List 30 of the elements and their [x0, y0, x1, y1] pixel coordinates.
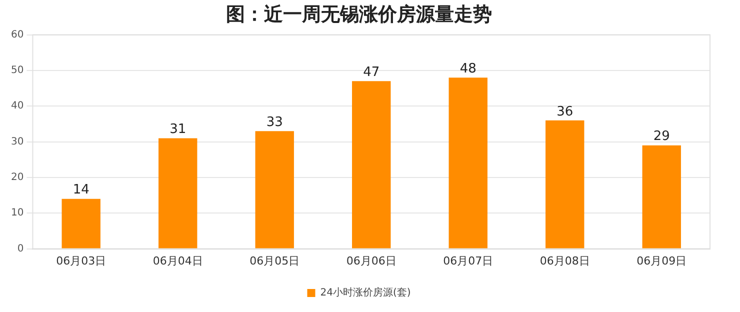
- data-label: 29: [653, 129, 670, 144]
- bar: [546, 120, 584, 248]
- y-tick-label: 60: [10, 29, 24, 40]
- y-tick-label: 50: [10, 65, 24, 76]
- x-tick-label: 06月08日: [540, 254, 590, 268]
- bar: [62, 198, 100, 248]
- legend-label: 24小时涨价房源(套): [320, 286, 411, 299]
- x-tick-label: 06月04日: [152, 254, 203, 268]
- y-tick-label: 30: [10, 136, 24, 148]
- x-tick-label: 06月05日: [250, 254, 300, 268]
- bar: [158, 138, 198, 248]
- chart-title: 图：近一周无锡涨价房源量走势: [226, 3, 492, 26]
- x-tick-label: 06月06日: [346, 254, 396, 268]
- data-label: 14: [72, 182, 90, 198]
- data-label: 47: [363, 65, 380, 80]
- data-label: 48: [460, 61, 476, 76]
- bar: [255, 131, 294, 248]
- y-tick-label: 40: [10, 100, 24, 112]
- bar: [352, 81, 391, 248]
- y-tick-label: 10: [10, 208, 24, 219]
- x-tick-label: 06月03日: [56, 254, 106, 268]
- data-label: 36: [556, 104, 574, 120]
- data-label: 31: [170, 122, 186, 138]
- y-tick-label: 20: [10, 172, 24, 184]
- x-tick-label: 06月07日: [443, 254, 494, 268]
- y-tick-label: 0: [17, 243, 24, 254]
- data-label: 33: [266, 114, 283, 130]
- x-tick-label: 06月09日: [636, 254, 687, 268]
- bar: [448, 78, 488, 248]
- bar: [642, 145, 681, 248]
